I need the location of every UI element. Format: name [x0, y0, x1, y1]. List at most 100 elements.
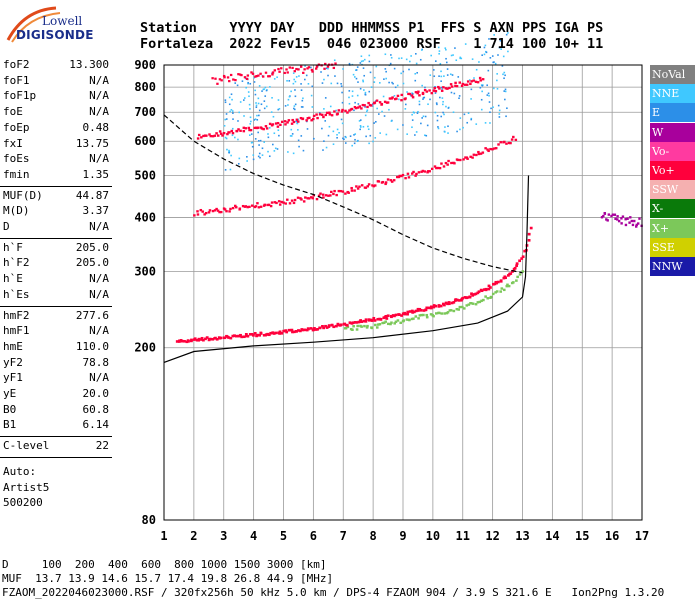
w-echo-point [620, 217, 623, 220]
spread-f-point [457, 76, 460, 78]
param-value: 205.0 [75, 256, 109, 270]
third-hop-point [211, 135, 215, 138]
third-hop-point [378, 101, 382, 104]
spread-f-point [334, 75, 336, 77]
spread-f-point [402, 82, 405, 85]
x-tick-label: 16 [605, 529, 619, 543]
fourth-hop-point [271, 73, 274, 76]
third-hop-point [260, 127, 264, 130]
third-hop-point [461, 82, 465, 86]
spread-f-point [417, 110, 419, 113]
third-hop-point [215, 132, 218, 135]
first-hop-o-point [345, 324, 349, 327]
spread-f-point [371, 103, 374, 105]
spread-f-point [254, 138, 257, 140]
spread-f-point [238, 111, 241, 114]
first-hop-o-point [307, 327, 310, 331]
second-hop-point [269, 204, 273, 208]
param-value: N/A [89, 220, 109, 233]
second-hop-point [350, 189, 354, 192]
spread-f-point [503, 77, 505, 80]
first-hop-o-point [298, 329, 302, 333]
spread-f-point [324, 97, 327, 99]
spread-f-point [478, 61, 480, 63]
legend-item-nnw: NNW [650, 257, 695, 276]
param-row: h`E N/A [3, 272, 109, 285]
fourth-hop-point [315, 67, 318, 70]
second-hop-point [491, 148, 494, 151]
first-hop-x-point [446, 311, 450, 314]
spread-f-point [500, 48, 502, 50]
spread-f-point [229, 168, 232, 171]
spread-f-point [333, 59, 336, 62]
first-hop-o-point [518, 259, 522, 263]
spread-f-point [447, 125, 449, 128]
first-hop-o-point [400, 314, 404, 317]
third-hop-point [292, 120, 296, 124]
y-tick-label: 200 [134, 341, 156, 355]
spread-f-point [440, 75, 443, 78]
spread-f-point [231, 134, 234, 137]
first-hop-x-point [499, 290, 502, 293]
spread-f-point [237, 138, 239, 141]
third-hop-point [434, 90, 438, 93]
second-hop-point [364, 186, 368, 189]
spread-f-point [400, 57, 403, 59]
third-hop-point [268, 122, 272, 126]
spread-f-point [335, 109, 338, 112]
third-hop-point [297, 120, 300, 123]
first-hop-o-point [197, 337, 201, 341]
first-hop-o-point [280, 332, 284, 335]
spread-f-point [284, 105, 287, 107]
second-hop-point [218, 210, 221, 214]
spread-f-point [354, 133, 357, 135]
spread-f-point [507, 32, 509, 34]
first-hop-o-point [482, 288, 486, 291]
spread-f-point [493, 34, 495, 36]
second-hop-point [456, 158, 460, 162]
spread-f-point [436, 114, 439, 117]
spread-f-point [442, 103, 444, 106]
first-hop-o-point [274, 331, 278, 335]
spread-f-point [368, 54, 371, 57]
spread-f-point [263, 107, 266, 110]
param-value: 20.0 [82, 387, 110, 400]
spread-f-point [435, 102, 438, 104]
third-hop-point [237, 128, 240, 131]
fourth-hop-point [232, 78, 235, 81]
first-hop-o-point [233, 334, 236, 337]
third-hop-point [299, 116, 303, 120]
spread-f-point [378, 113, 380, 115]
spread-f-point [368, 60, 371, 63]
first-hop-x-point [360, 325, 363, 328]
w-echo-point [614, 217, 617, 221]
spread-f-point [359, 128, 361, 131]
first-hop-o-point [364, 318, 368, 321]
spread-f-point [245, 86, 247, 89]
third-hop-point [463, 83, 467, 86]
spread-f-point [438, 50, 441, 52]
spread-f-point [422, 115, 425, 118]
spread-f-point [480, 98, 483, 101]
first-hop-o-point [234, 334, 238, 338]
spread-f-point [363, 74, 366, 77]
fourth-hop-point [250, 71, 253, 74]
x-tick-label: 10 [426, 529, 440, 543]
spread-f-point [252, 158, 255, 161]
third-hop-point [248, 128, 251, 132]
spread-f-point [237, 162, 240, 165]
third-hop-point [230, 129, 234, 133]
spread-f-point [497, 54, 499, 56]
spread-f-point [470, 117, 473, 120]
spread-f-point [498, 113, 501, 115]
first-hop-o-point [463, 296, 467, 299]
spread-f-point [437, 46, 440, 49]
first-hop-o-point [301, 328, 305, 332]
first-hop-o-point [499, 279, 503, 282]
first-hop-x-point [412, 317, 415, 320]
spread-f-point [421, 84, 423, 87]
spread-f-point [447, 132, 449, 134]
first-hop-x-point [521, 270, 525, 273]
spread-f-point [416, 112, 419, 114]
first-hop-x-point [422, 313, 425, 317]
